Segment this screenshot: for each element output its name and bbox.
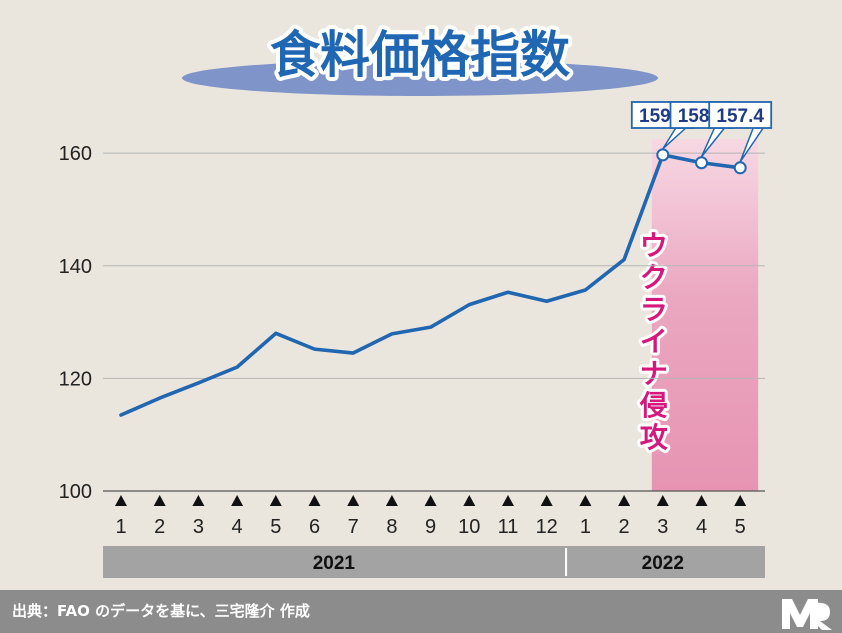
source-text: 出典：FAO のデータを基に、三宅隆介 作成 [12,602,310,620]
x-tick-triangle [308,495,321,506]
highlight-label-char: ク [640,261,668,294]
x-tick-label: 10 [458,516,480,538]
x-tick-triangle [579,495,592,506]
x-tick-triangle [540,495,553,506]
data-point-marker [695,156,708,170]
chart-title: 食料価格指数 [270,26,570,84]
x-tick-triangle [618,495,631,506]
highlight-label-char: ウ [640,229,668,262]
x-tick-label: 3 [657,516,668,538]
y-tick-label: 140 [59,256,92,278]
year-label: 2022 [642,553,684,574]
x-tick-label: 1 [115,516,126,538]
x-tick-label: 5 [270,516,281,538]
x-tick-triangle [695,495,708,506]
data-point-marker [656,148,670,162]
x-tick-triangle [115,495,127,506]
highlight-label-char: 侵 [639,389,668,422]
x-tick-label: 5 [735,516,746,538]
ukraine-invasion-highlight [651,139,759,492]
x-tick-label: 3 [193,516,204,538]
x-tick-label: 4 [232,516,243,538]
y-tick-label: 120 [59,368,92,390]
x-tick-triangle [347,495,360,506]
x-tick-label: 4 [696,516,707,538]
highlight-label-char: ラ [640,293,668,326]
x-tick-triangle [269,495,282,506]
year-label: 2021 [313,553,356,574]
highlight-label-char: ナ [640,357,668,390]
x-tick-label: 9 [425,516,436,538]
x-tick-label: 11 [498,516,519,538]
title-ellipse [182,60,658,96]
source-footer: 出典：FAO のデータを基に、三宅隆介 作成 [0,590,842,633]
highlight-label-char: 攻 [640,421,669,454]
callout-label: 157.4 [716,106,764,127]
x-tick-triangle [656,495,669,506]
x-tick-triangle [502,495,514,506]
x-tick-triangle [192,495,205,506]
year-band [103,546,765,578]
x-tick-label: 2 [154,516,165,538]
x-tick-label: 7 [348,516,359,538]
x-tick-label: 2 [619,516,630,538]
y-tick-label: 160 [59,143,92,165]
x-tick-triangle [424,495,437,506]
x-tick-label: 6 [309,516,320,538]
x-tick-triangle [463,495,476,506]
x-tick-label: 8 [386,516,397,538]
x-tick-label: 12 [536,516,558,538]
logo-icon [782,599,832,630]
x-tick-triangle [231,495,244,506]
data-point-marker [733,161,747,175]
callout-box [708,101,773,129]
x-tick-label: 1 [580,516,591,538]
highlight-label-char: イ [640,325,668,358]
y-tick-label: 100 [59,481,92,503]
x-tick-triangle [385,495,398,506]
x-tick-triangle [734,495,747,506]
series-line [119,153,743,417]
x-tick-triangle [153,495,166,506]
